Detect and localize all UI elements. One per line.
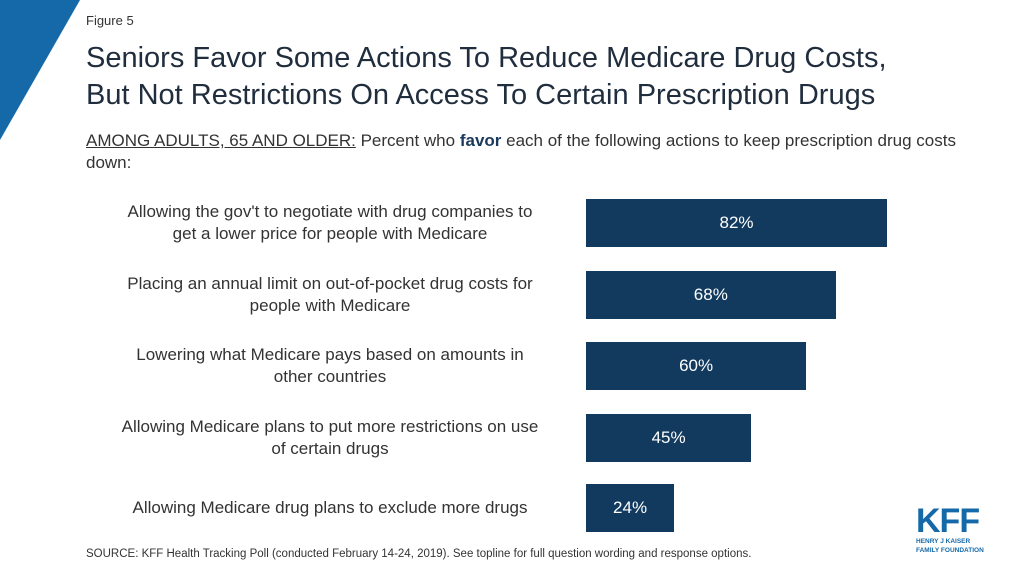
logo-main: KFF — [916, 502, 980, 540]
bar — [586, 271, 836, 319]
category-label-line: other countries — [273, 367, 387, 386]
chart-title-line-2: But Not Restrictions On Access To Certai… — [86, 79, 876, 111]
category-label-line: of certain drugs — [271, 439, 389, 458]
logo-line-2: FAMILY FOUNDATION — [916, 547, 984, 554]
bar — [586, 414, 752, 462]
chart-title: Seniors Favor Some Actions To Reduce Med… — [86, 40, 1006, 114]
category-label: Allowing the gov't to negotiate with dru… — [90, 201, 570, 245]
category-label: Allowing Medicare plans to put more rest… — [90, 416, 570, 460]
category-label-line: Allowing Medicare drug plans to exclude … — [132, 498, 528, 517]
category-label-line: Allowing the gov't to negotiate with dru… — [127, 202, 533, 221]
chart-subtitle: AMONG ADULTS, 65 AND OLDER: Percent who … — [86, 130, 996, 174]
category-label: Lowering what Medicare pays based on amo… — [90, 344, 570, 388]
category-label: Placing an annual limit on out-of-pocket… — [90, 273, 570, 317]
corner-accent — [0, 0, 80, 140]
kff-logo: KFF HENRY J KAISER FAMILY FOUNDATION — [916, 502, 988, 554]
subtitle-prefix: AMONG ADULTS, 65 AND OLDER: — [86, 131, 356, 150]
logo-line-1: HENRY J KAISER — [916, 538, 971, 545]
category-label-line: people with Medicare — [249, 296, 411, 315]
subtitle-text-before: Percent who — [355, 131, 460, 150]
category-label-line: Placing an annual limit on out-of-pocket… — [127, 274, 533, 293]
figure-label: Figure 5 — [86, 13, 134, 28]
source-note: SOURCE: KFF Health Tracking Poll (conduc… — [86, 548, 752, 560]
category-label: Allowing Medicare drug plans to exclude … — [90, 497, 570, 519]
chart-title-line-1: Seniors Favor Some Actions To Reduce Med… — [86, 42, 887, 74]
bar — [586, 484, 675, 532]
bar-value-label: 68% — [693, 285, 728, 304]
bar-value-label: 60% — [679, 356, 714, 375]
category-label-line: get a lower price for people with Medica… — [172, 224, 488, 243]
subtitle-text-after: each of the following actions to keep pr… — [86, 131, 956, 172]
subtitle-emphasis: favor — [459, 131, 502, 150]
bar-value-label: 45% — [651, 428, 686, 447]
bar — [586, 342, 807, 390]
category-label-line: Allowing Medicare plans to put more rest… — [121, 417, 539, 436]
bar-value-label: 24% — [613, 498, 648, 517]
bar-value-label: 82% — [719, 213, 754, 232]
category-label-line: Lowering what Medicare pays based on amo… — [136, 345, 524, 364]
bar — [586, 199, 887, 247]
